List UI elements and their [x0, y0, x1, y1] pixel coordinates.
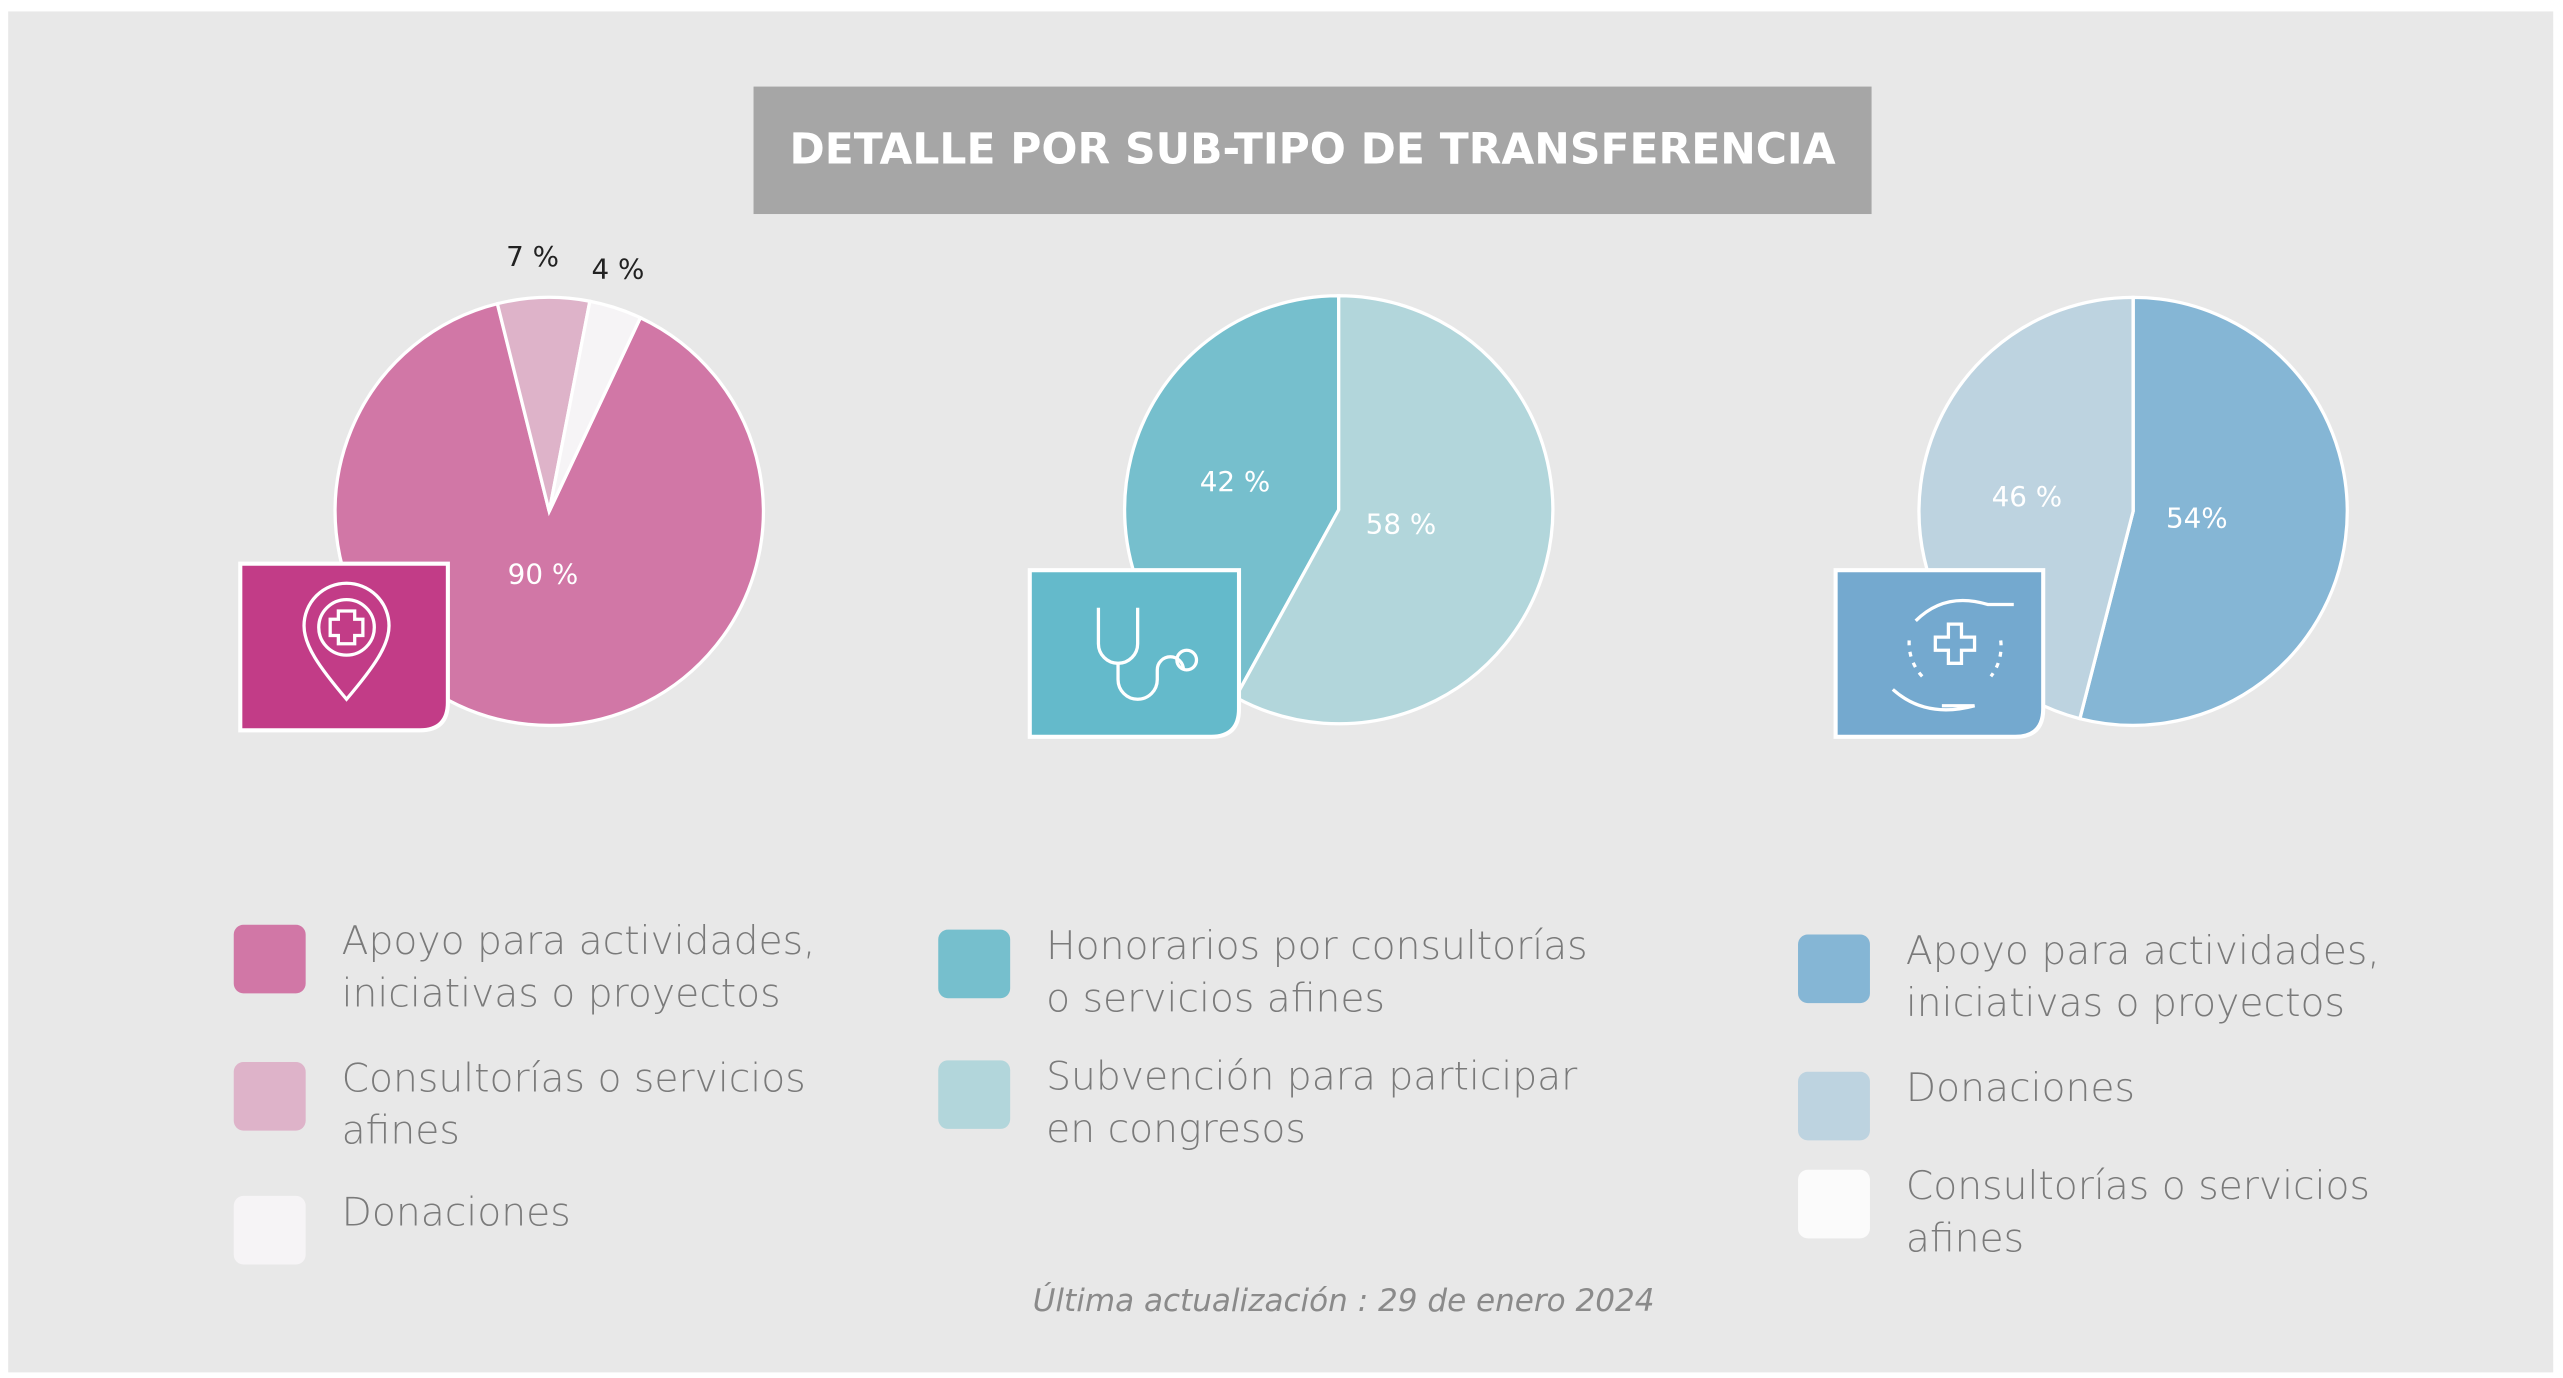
legends: Apoyo para actividades, iniciativas o pr… — [233, 918, 2380, 1265]
value-label: 42 % — [1200, 465, 1271, 498]
value-label: 4 % — [592, 253, 645, 286]
pie-slice — [547, 299, 643, 513]
legend-swatch — [233, 1195, 306, 1265]
legend-entry: Apoyo para actividades, iniciativas o pr… — [341, 918, 816, 1017]
legend-entry: Consultorías o servicios afines — [1905, 1163, 2370, 1262]
legend-swatch — [938, 929, 1011, 999]
legend-entry: Consultorías o servicios afines — [341, 1055, 806, 1154]
legend-label: Consultorías o servicios afines — [1905, 1163, 2370, 1262]
pie-slice — [2077, 295, 2349, 727]
icon-box — [238, 561, 450, 733]
title: DETALLE POR SUB-TIPO DE TRANSFERENCIA — [789, 125, 1835, 174]
icon-box — [1027, 568, 1242, 739]
legend-swatch — [233, 924, 306, 994]
legend-label: Donaciones — [341, 1189, 571, 1236]
value-label: 90 % — [508, 557, 579, 590]
legend-label: Honorarios por consultorías o servicios … — [1046, 923, 1588, 1022]
legend-swatch — [1798, 1071, 1870, 1141]
legend-entry: Honorarios por consultorías o servicios … — [1046, 923, 1588, 1022]
icon-box — [1833, 568, 2046, 739]
pie-slice — [1233, 294, 1555, 726]
footer: Última actualización : 29 de enero 2024 — [1033, 1280, 1655, 1319]
value-label: 7 % — [506, 240, 559, 273]
legend-label: Apoyo para actividades, iniciativas o pr… — [341, 918, 816, 1017]
legend-entry: Subvención para participar en congresos — [1046, 1053, 1578, 1152]
legend-swatch — [233, 1061, 306, 1131]
legend-entry: Donaciones — [341, 1189, 571, 1236]
legend-label: Subvención para participar en congresos — [1046, 1053, 1578, 1152]
value-label: 46 % — [1992, 480, 2063, 513]
legend-label: Consultorías o servicios afines — [341, 1055, 806, 1154]
legend-swatch — [938, 1060, 1011, 1129]
legend-entry: Apoyo para actividades, iniciativas o pr… — [1905, 927, 2380, 1027]
legend-label: Apoyo para actividades, iniciativas o pr… — [1905, 927, 2380, 1027]
legend-swatch — [1798, 1169, 1870, 1239]
legend-label: Donaciones — [1905, 1065, 2135, 1111]
icons — [238, 561, 2046, 739]
value-label: 58 % — [1366, 508, 1437, 541]
legend-swatch — [1798, 934, 1870, 1004]
title-banner — [753, 86, 1872, 215]
legend-entry: Donaciones — [1905, 1065, 2135, 1111]
value-label: 54% — [2166, 501, 2228, 534]
